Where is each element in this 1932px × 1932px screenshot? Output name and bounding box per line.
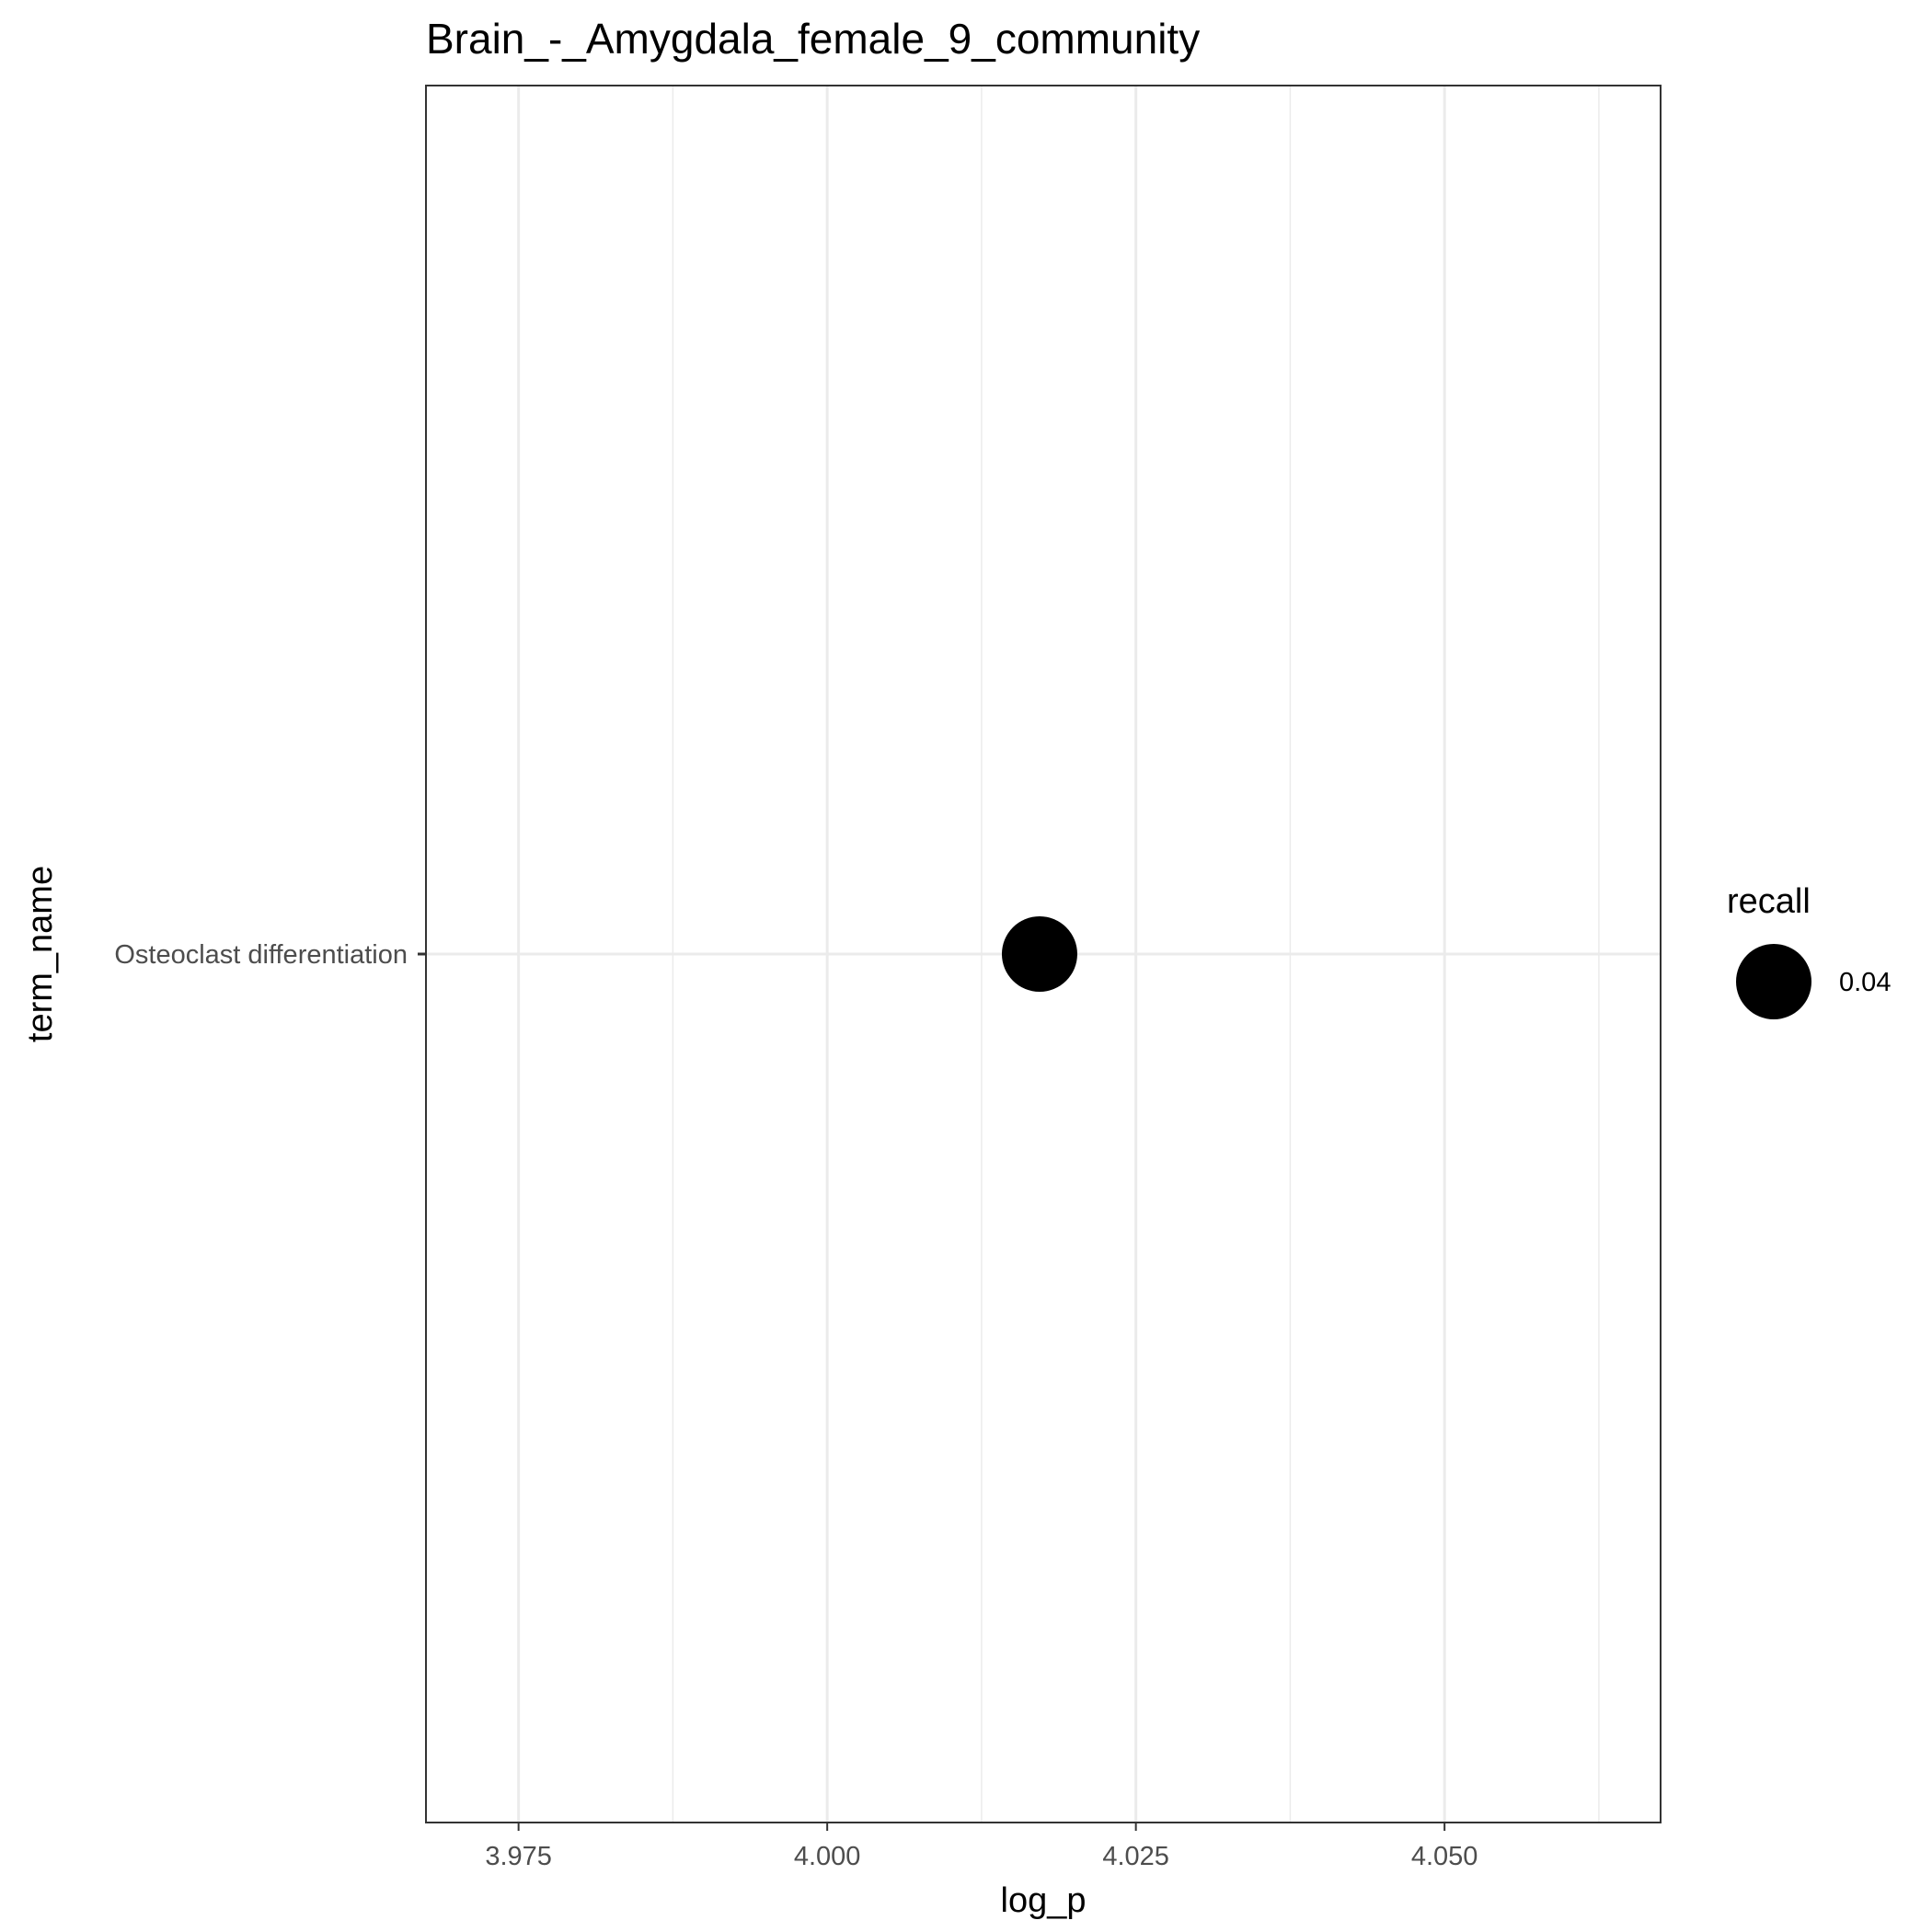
x-tick-label-0: 3.975 <box>485 1842 552 1871</box>
y-axis-title: term_name <box>21 866 60 1042</box>
legend-label-0: 0.04 <box>1839 968 1891 997</box>
x-tick-label-3: 4.050 <box>1411 1842 1478 1871</box>
y-tick-label-0: Osteoclast differentiation <box>114 940 408 970</box>
x-axis-ticks: 3.975 4.000 4.025 4.050 <box>485 1823 1478 1871</box>
major-gridlines <box>426 86 1661 1823</box>
x-tick-label-2: 4.025 <box>1102 1842 1169 1871</box>
legend: recall 0.04 <box>1727 882 1891 1019</box>
data-points <box>1001 916 1077 992</box>
chart-title: Brain_-_Amygdala_female_9_community <box>426 15 1200 63</box>
legend-keys: 0.04 <box>1736 944 1891 1019</box>
y-axis-ticks: Osteoclast differentiation <box>114 940 426 970</box>
data-point-0 <box>1001 916 1077 992</box>
x-axis-title: log_p <box>1001 1881 1087 1920</box>
legend-title: recall <box>1727 882 1811 921</box>
x-tick-label-1: 4.000 <box>794 1842 861 1871</box>
legend-key-0 <box>1736 944 1811 1019</box>
